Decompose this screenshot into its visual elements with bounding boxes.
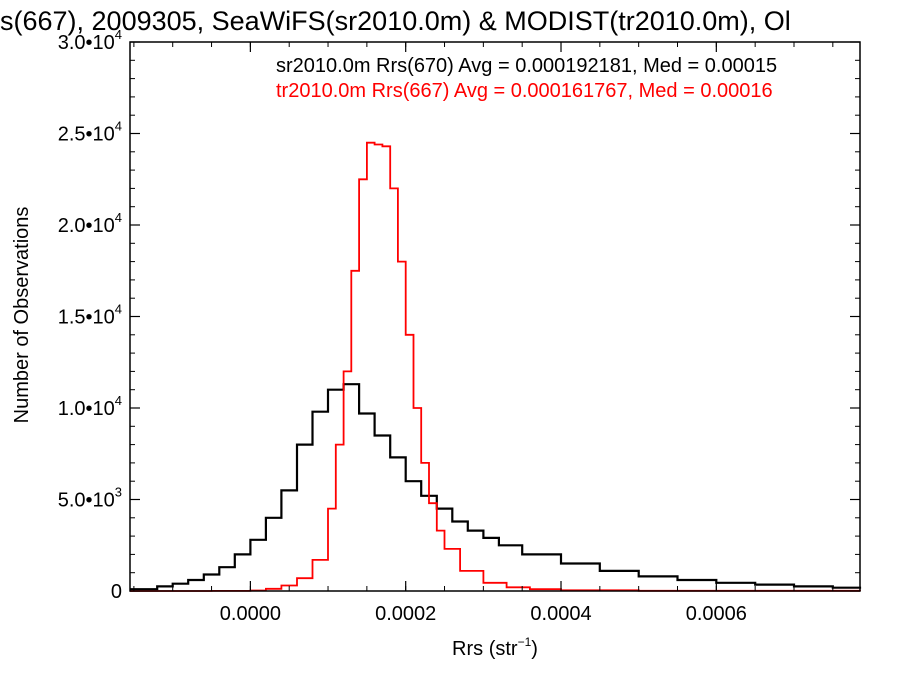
- y-tick-label: 3.0•104: [58, 27, 122, 54]
- y-axis-label: Number of Observations: [11, 207, 33, 424]
- axes-group: 0.0000 0.0002 0.0004 0.0006 0 5.0•103 1.0•104 1…: [58, 27, 860, 625]
- x-tick-label: 0.0002: [375, 603, 436, 625]
- series-1-line: [130, 383, 862, 591]
- y-tick-label: 2.0•104: [58, 210, 122, 237]
- annotation-group: sr2010.0m Rrs(670) Avg = 0.000192181, Me…: [276, 55, 777, 102]
- y-tick-label: 5.0•103: [58, 485, 122, 512]
- x-axis-label: Rrs (str−1): [452, 635, 538, 660]
- x-tick-label: 0.0004: [530, 603, 591, 625]
- series-group: [130, 141, 862, 592]
- y-tick-label: 1.0•104: [58, 393, 122, 420]
- chart-title: s(667), 2009305, SeaWiFS(sr2010.0m) & MO…: [0, 6, 791, 36]
- y-tick-label: 1.5•104: [58, 302, 122, 329]
- x-axis-label-close: ): [531, 638, 538, 660]
- x-tick-label: 0.0000: [220, 603, 281, 625]
- y-tick-label: 2.5•104: [58, 119, 122, 146]
- y-tick-label: 0: [111, 581, 122, 603]
- x-axis-label-unit-exponent: −1: [518, 635, 532, 649]
- annotation-2: tr2010.0m Rrs(667) Avg = 0.000161767, Me…: [276, 80, 773, 102]
- x-tick-label: 0.0006: [686, 603, 747, 625]
- series-2-line: [130, 141, 861, 592]
- annotation-1: sr2010.0m Rrs(670) Avg = 0.000192181, Me…: [276, 55, 777, 77]
- plot-frame: [129, 41, 861, 592]
- x-axis-label-main: Rrs (str: [452, 638, 518, 660]
